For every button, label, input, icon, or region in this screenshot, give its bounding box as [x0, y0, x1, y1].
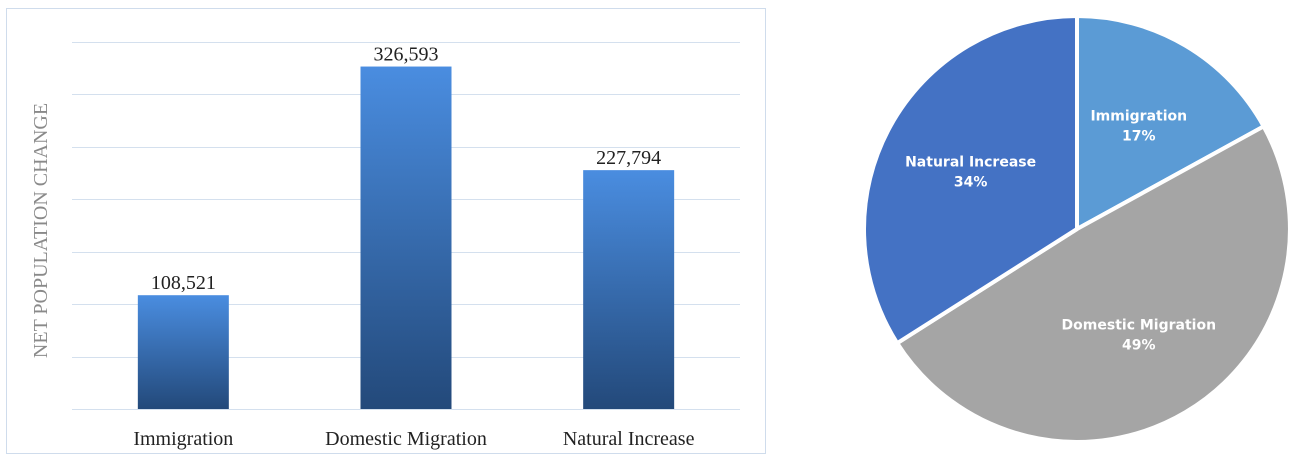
pie-slice-value-label: 17% — [1122, 128, 1156, 144]
pie-slice-label: Natural Increase — [905, 155, 1036, 171]
bar — [137, 295, 229, 409]
bar-value-label: 227,794 — [596, 147, 661, 169]
pie-slice — [862, 14, 1079, 346]
y-axis-label: NET POPULATION CHANGE — [30, 103, 52, 358]
x-tick-label: Natural Increase — [563, 428, 695, 450]
pie-slice-label: Immigration — [1090, 108, 1187, 124]
pie-chart: Immigration 17% Domestic Migration 49% Natur… — [862, 14, 1290, 444]
x-tick-label: Immigration — [133, 428, 233, 450]
bar — [360, 66, 452, 409]
bar — [583, 170, 675, 409]
bar-chart: 108,521 Immigration 326,593 Domestic Migrat… — [30, 42, 740, 450]
pie-slice-value-label: 49% — [1122, 338, 1156, 354]
bar-chart-panel: 108,521 Immigration 326,593 Domestic Migrat… — [6, 8, 766, 454]
pie-slice-value-label: 34% — [954, 175, 988, 191]
bar-value-label: 108,521 — [151, 272, 216, 294]
x-tick-label: Domestic Migration — [325, 428, 487, 450]
bar-value-label: 326,593 — [374, 44, 439, 66]
pie-slice — [1075, 14, 1266, 231]
pie-slices — [862, 14, 1290, 444]
pie-slice-label: Domestic Migration — [1062, 318, 1217, 334]
pie-slice — [895, 124, 1290, 444]
pie-labels: Immigration 17% Domestic Migration 49% Natur… — [905, 108, 1216, 353]
